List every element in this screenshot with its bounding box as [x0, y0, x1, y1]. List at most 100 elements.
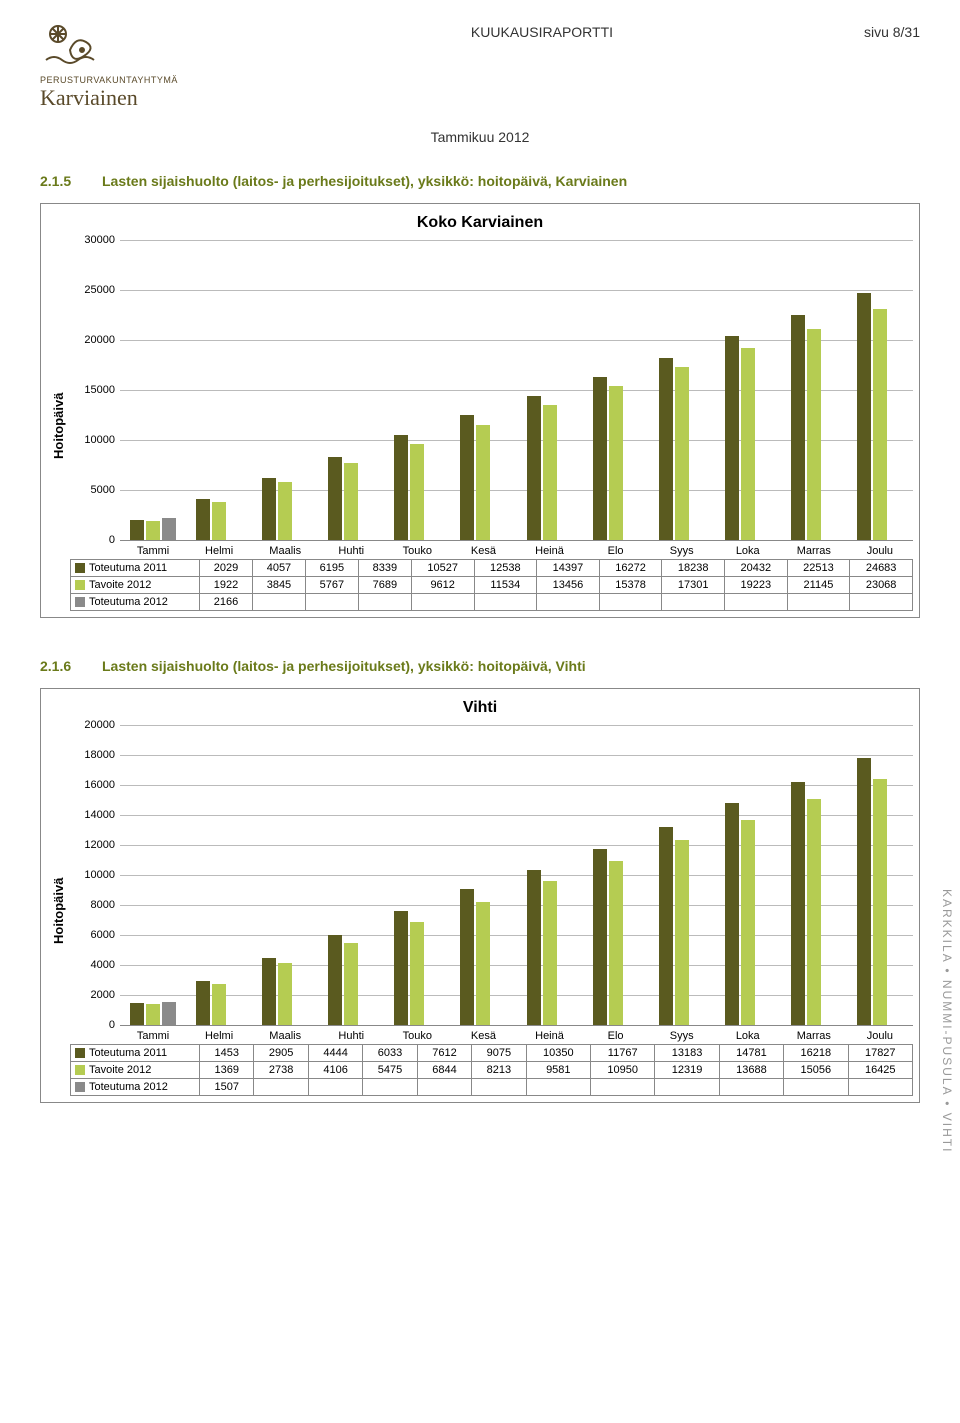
legend-swatch	[75, 1065, 85, 1075]
bar-t2012	[675, 840, 689, 1025]
xlabel: Elo	[583, 1026, 649, 1042]
table-cell: 19223	[725, 577, 788, 594]
table-row: Toteutuma 201120294057619583391052712538…	[71, 560, 913, 577]
table-cell: 11767	[591, 1045, 655, 1062]
table-cell: 6195	[305, 560, 358, 577]
table-row: Toteutuma 201114532905444460337612907510…	[71, 1045, 913, 1062]
table-cell	[850, 594, 913, 611]
table-cell: 10527	[411, 560, 474, 577]
bar-s2011	[130, 1003, 144, 1025]
bar-t2012	[873, 309, 887, 540]
series-label: Toteutuma 2012	[71, 1079, 200, 1096]
org-small: PERUSTURVAKUNTAYHTYMÄ	[40, 75, 220, 85]
bar-group	[583, 240, 649, 540]
xlabel: Touko	[384, 1026, 450, 1042]
chart-1-plotwrap: 050001000015000200002500030000 TammiHelm…	[70, 240, 913, 611]
bar-group	[516, 725, 582, 1025]
bar-s2011	[130, 520, 144, 540]
xlabel: Kesä	[450, 1026, 516, 1042]
table-cell: 7689	[358, 577, 411, 594]
ytick-label: 6000	[70, 929, 115, 941]
table-cell: 4444	[308, 1045, 362, 1062]
table-cell: 5475	[363, 1062, 417, 1079]
bars-row	[120, 725, 913, 1025]
table-cell	[308, 1079, 362, 1096]
chart-2: Vihti Hoitopäivä 02000400060008000100001…	[40, 688, 920, 1103]
header-row: PERUSTURVAKUNTAYHTYMÄ Karviainen KUUKAUS…	[40, 20, 920, 111]
table-cell	[417, 1079, 471, 1096]
bar-group	[120, 725, 186, 1025]
table-cell: 9075	[472, 1045, 526, 1062]
bar-s2011	[791, 315, 805, 540]
table-cell	[848, 1079, 913, 1096]
table-cell: 12538	[474, 560, 537, 577]
chart-2-plot: 0200040006000800010000120001400016000180…	[120, 725, 913, 1026]
table-cell: 14397	[537, 560, 600, 577]
table-cell: 22513	[787, 560, 850, 577]
table-cell	[254, 1079, 308, 1096]
table-cell: 20432	[725, 560, 788, 577]
bar-s2011	[659, 358, 673, 540]
ytick-label: 18000	[70, 749, 115, 761]
ytick-label: 16000	[70, 779, 115, 791]
section-text-2: Lasten sijaishuolto (laitos- ja perhesij…	[102, 658, 586, 674]
table-cell: 13688	[719, 1062, 783, 1079]
bar-s2011	[328, 457, 342, 540]
table-cell: 2738	[254, 1062, 308, 1079]
bar-group	[516, 240, 582, 540]
ytick-label: 2000	[70, 989, 115, 1001]
page: PERUSTURVAKUNTAYHTYMÄ Karviainen KUUKAUS…	[0, 0, 960, 1183]
bar-group	[384, 240, 450, 540]
xlabel: Huhti	[318, 1026, 384, 1042]
table-cell: 2166	[200, 594, 253, 611]
bar-group	[649, 240, 715, 540]
chart-1-area: Hoitopäivä 05000100001500020000250003000…	[47, 240, 913, 611]
bar-s2011	[394, 435, 408, 540]
chart-1-plot: 050001000015000200002500030000	[120, 240, 913, 541]
table-cell: 6033	[363, 1045, 417, 1062]
chart-2-title: Vihti	[47, 699, 913, 717]
chart-2-ylabel: Hoitopäivä	[47, 725, 70, 1096]
bar-t2012	[146, 1004, 160, 1025]
table-cell: 1507	[200, 1079, 254, 1096]
bar-group	[450, 240, 516, 540]
table-cell: 17301	[662, 577, 725, 594]
table-cell: 21145	[787, 577, 850, 594]
table-cell: 16272	[599, 560, 662, 577]
bar-t2012	[807, 329, 821, 540]
bar-t2012	[543, 881, 557, 1025]
xlabel: Loka	[715, 1026, 781, 1042]
legend-swatch	[75, 563, 85, 573]
bar-t2012	[278, 963, 292, 1025]
bar-t2012	[410, 922, 424, 1025]
ytick-label: 0	[70, 534, 115, 546]
table-cell: 13456	[537, 577, 600, 594]
table-cell: 10950	[591, 1062, 655, 1079]
bar-s2011	[262, 478, 276, 540]
bar-s2011	[196, 981, 210, 1025]
bar-group	[318, 725, 384, 1025]
bar-s2012	[162, 1002, 176, 1025]
bar-s2011	[857, 293, 871, 540]
ytick-label: 10000	[70, 434, 115, 446]
period: Tammikuu 2012	[40, 129, 920, 145]
table-cell	[252, 594, 305, 611]
ytick-label: 4000	[70, 959, 115, 971]
table-cell	[363, 1079, 417, 1096]
xlabel: Huhti	[318, 541, 384, 557]
ytick-label: 30000	[70, 234, 115, 246]
page-label: sivu 8/31	[864, 24, 920, 40]
legend-swatch	[75, 1048, 85, 1058]
chart-1-title: Koko Karviainen	[47, 214, 913, 232]
table-cell	[526, 1079, 590, 1096]
table-cell: 15056	[784, 1062, 848, 1079]
table-cell: 2029	[200, 560, 253, 577]
bar-group	[450, 725, 516, 1025]
side-municipalities: KARKKILA • NUMMI-PUSULA • VIHTI	[940, 889, 954, 1153]
legend-swatch	[75, 1082, 85, 1092]
xlabel: Heinä	[516, 541, 582, 557]
bar-group	[847, 240, 913, 540]
bar-s2011	[527, 870, 541, 1025]
xlabel: Loka	[715, 541, 781, 557]
bar-s2011	[328, 935, 342, 1025]
